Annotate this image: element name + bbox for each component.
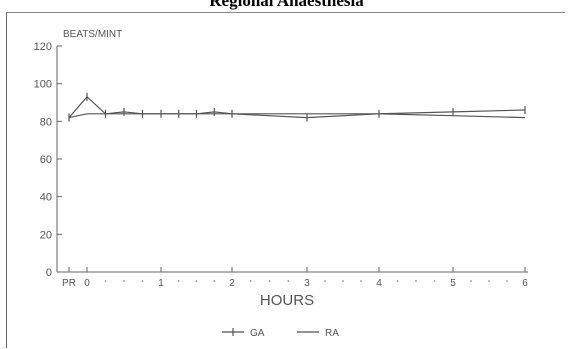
x-tick-label: 1 [158, 278, 164, 289]
x-minor-tick [433, 280, 436, 282]
x-minor-tick [324, 280, 326, 282]
x-minor-tick [249, 280, 252, 282]
x-tick-label: 5 [450, 278, 456, 289]
x-minor-tick [470, 280, 472, 282]
legend-label-ra: RA [325, 328, 339, 339]
x-minor-tick [268, 280, 271, 282]
legend-label-ga: GA [250, 328, 265, 339]
x-tick-label: PR [62, 278, 76, 289]
y-tick-label: 0 [46, 267, 52, 279]
y-tick-label: 60 [40, 154, 52, 166]
x-minor-tick [177, 280, 180, 282]
page-title: Regional Anaesthesia [209, 0, 364, 10]
x-tick-label: 0 [84, 278, 90, 289]
y-tick-label: 40 [40, 192, 52, 204]
series-line-ra [68, 113, 526, 119]
y-tick-label: 120 [34, 41, 52, 53]
x-minor-tick [287, 280, 290, 282]
x-minor-tick [195, 280, 198, 282]
x-minor-tick [104, 280, 107, 282]
x-minor-tick [488, 280, 490, 282]
series-line-ga [68, 95, 526, 119]
x-minor-tick [213, 280, 216, 282]
x-tick-label: 2 [229, 278, 235, 289]
y-tick-label: 20 [40, 229, 52, 241]
x-axis-label: HOURS [260, 292, 314, 309]
x-tick-label: 3 [304, 278, 310, 289]
y-tick-label: 100 [34, 79, 52, 91]
x-minor-tick [415, 280, 417, 282]
x-minor-tick [506, 280, 508, 282]
x-minor-tick [342, 280, 344, 282]
heart-rate-chart: BEATS/MINT HOURS 0 20 40 60 80 100 120 PR 0 1 2 3 4… [34, 29, 529, 339]
chart-frame: BEATS/MINT HOURS 0 20 40 60 80 100 120 PR 0 1 2 3 4… [6, 12, 565, 348]
y-axis-label: BEATS/MINT [63, 29, 122, 40]
x-minor-tick [123, 280, 125, 282]
x-minor-tick [396, 280, 399, 282]
x-minor-tick [360, 280, 362, 282]
x-tick-label: 4 [376, 278, 382, 289]
x-minor-tick [141, 280, 144, 282]
x-tick-label: 6 [522, 278, 528, 289]
y-tick-label: 80 [40, 116, 52, 128]
